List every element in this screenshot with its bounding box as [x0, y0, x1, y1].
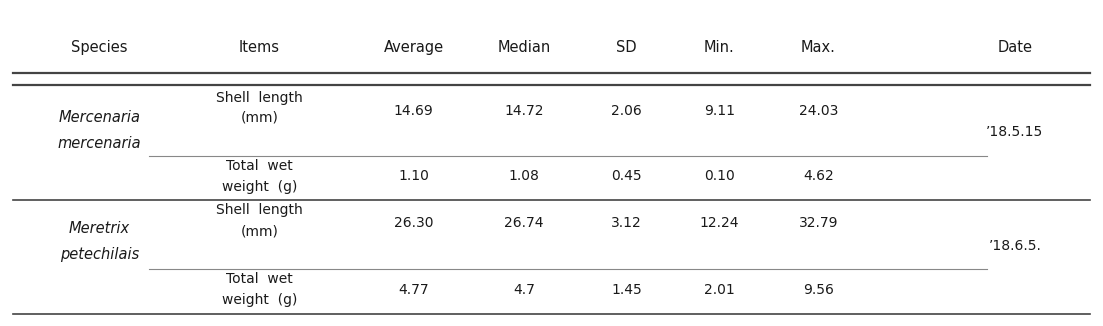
Text: (mm): (mm)	[240, 111, 278, 124]
Text: Min.: Min.	[704, 40, 735, 55]
Text: Items: Items	[238, 40, 280, 55]
Text: 9.56: 9.56	[803, 283, 834, 297]
Text: weight  (g): weight (g)	[222, 181, 297, 194]
Text: 9.11: 9.11	[704, 104, 735, 118]
Text: Meretrix: Meretrix	[68, 221, 130, 236]
Text: 0.10: 0.10	[704, 169, 735, 183]
Text: Max.: Max.	[801, 40, 836, 55]
Text: ’18.5.15: ’18.5.15	[986, 125, 1043, 139]
Text: 1.10: 1.10	[398, 169, 429, 183]
Text: 4.77: 4.77	[398, 283, 429, 297]
Text: Average: Average	[384, 40, 443, 55]
Text: Species: Species	[71, 40, 128, 55]
Text: 12.24: 12.24	[699, 216, 739, 230]
Text: Date: Date	[997, 40, 1032, 55]
Text: Shell  length: Shell length	[216, 203, 302, 217]
Text: 2.06: 2.06	[611, 104, 642, 118]
Text: 1.08: 1.08	[508, 169, 539, 183]
Text: 14.72: 14.72	[504, 104, 544, 118]
Text: 1.45: 1.45	[611, 283, 642, 297]
Text: ’18.6.5.: ’18.6.5.	[988, 239, 1041, 253]
Text: Total  wet: Total wet	[226, 159, 292, 173]
Text: 14.69: 14.69	[394, 104, 433, 118]
Text: Mercenaria: Mercenaria	[58, 110, 140, 125]
Text: 24.03: 24.03	[799, 104, 838, 118]
Text: (mm): (mm)	[240, 225, 278, 238]
Text: SD: SD	[617, 40, 636, 55]
Text: Median: Median	[497, 40, 550, 55]
Text: Total  wet: Total wet	[226, 272, 292, 286]
Text: mercenaria: mercenaria	[57, 136, 141, 151]
Text: 32.79: 32.79	[799, 216, 838, 230]
Text: 26.74: 26.74	[504, 216, 544, 230]
Text: 4.7: 4.7	[513, 283, 535, 297]
Text: weight  (g): weight (g)	[222, 293, 297, 307]
Text: 3.12: 3.12	[611, 216, 642, 230]
Text: 26.30: 26.30	[394, 216, 433, 230]
Text: 0.45: 0.45	[611, 169, 642, 183]
Text: petechilais: petechilais	[60, 247, 139, 262]
Text: 4.62: 4.62	[803, 169, 834, 183]
Text: 2.01: 2.01	[704, 283, 735, 297]
Text: Shell  length: Shell length	[216, 91, 302, 105]
